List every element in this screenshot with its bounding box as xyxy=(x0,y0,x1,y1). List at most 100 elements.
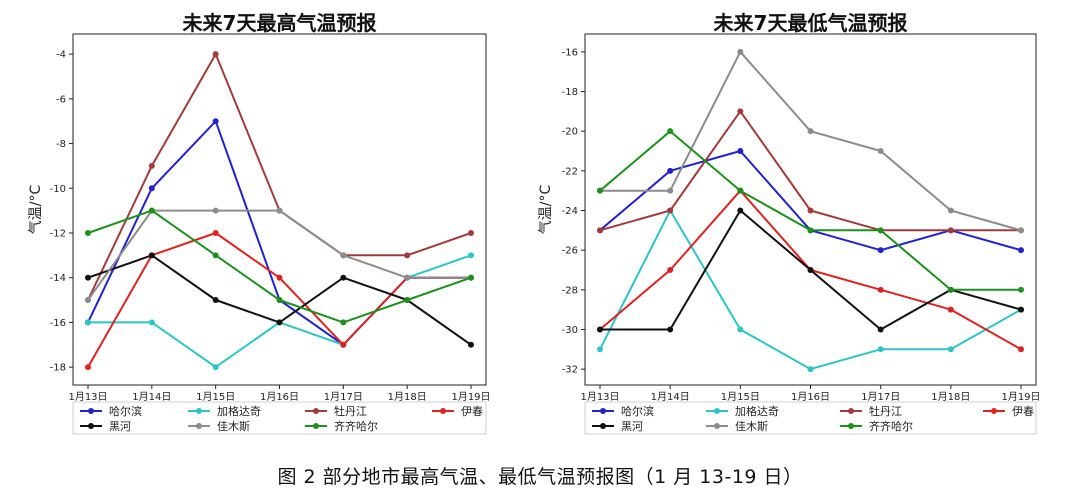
data-point xyxy=(877,227,884,234)
legend-marker xyxy=(600,423,606,429)
y-tick-label: -28 xyxy=(562,285,578,296)
y-axis-label: 气温/°C xyxy=(28,185,44,235)
data-point xyxy=(276,207,283,214)
data-point xyxy=(807,266,814,273)
data-point xyxy=(807,227,814,234)
data-point xyxy=(947,286,954,293)
series-line-佳木斯 xyxy=(600,50,1022,232)
data-point xyxy=(212,207,219,214)
y-tick-label: -12 xyxy=(50,228,66,239)
data-point xyxy=(877,286,884,293)
y-axis-label: 气温/°C xyxy=(538,185,554,235)
data-point xyxy=(1018,306,1024,313)
data-point xyxy=(737,48,744,55)
data-point xyxy=(667,266,674,273)
data-point xyxy=(85,319,91,326)
legend-label: 哈尔滨 xyxy=(109,404,142,418)
legend-marker xyxy=(714,408,720,414)
legend-label: 佳木斯 xyxy=(217,419,250,433)
x-tick-label: 1月15日 xyxy=(721,391,760,403)
data-point xyxy=(340,274,347,281)
legend-box xyxy=(72,401,487,435)
data-point xyxy=(468,229,474,236)
data-point xyxy=(212,252,219,259)
legend-label: 黑河 xyxy=(621,420,643,433)
data-point xyxy=(667,128,674,135)
data-point xyxy=(85,229,91,236)
y-tick-label: -26 xyxy=(562,246,578,257)
data-point xyxy=(807,207,814,214)
data-point xyxy=(404,252,411,259)
legend-marker xyxy=(848,423,854,429)
legend-marker xyxy=(196,423,202,429)
figure-caption: 图 2 部分地市最高气温、最低气温预报图（1 月 13-19 日） xyxy=(277,466,803,488)
y-tick-label: -18 xyxy=(562,87,578,98)
data-point xyxy=(667,167,674,174)
data-point xyxy=(737,148,744,154)
data-point xyxy=(148,162,155,169)
x-tick-label: 1月14日 xyxy=(651,391,690,403)
legend-box xyxy=(584,401,1037,435)
data-point xyxy=(212,229,219,236)
data-point xyxy=(667,326,674,333)
data-point xyxy=(1018,346,1024,353)
legend-label: 伊春 xyxy=(461,405,483,418)
chart-max-temp: 未来7天最高气温预报 -18 -16 -14 -12 -10 -8 -6 -4 1月13日 1月14… xyxy=(28,11,491,435)
legend-label: 牡丹江 xyxy=(869,404,902,418)
data-point xyxy=(737,108,744,115)
data-point xyxy=(1018,227,1024,234)
data-point xyxy=(148,207,155,214)
legend-marker xyxy=(600,408,606,414)
x-tick-label: 1月18日 xyxy=(388,391,427,403)
data-point xyxy=(597,326,603,333)
data-point xyxy=(468,252,474,259)
series-line-加格达奇 xyxy=(88,254,472,369)
data-point xyxy=(877,247,884,254)
legend-marker xyxy=(714,423,720,429)
y-tick-label: -24 xyxy=(562,206,578,217)
data-point xyxy=(276,297,283,304)
legend-label: 黑河 xyxy=(109,420,131,433)
x-tick-label: 1月16日 xyxy=(260,391,299,403)
data-point xyxy=(468,274,474,281)
data-point xyxy=(737,326,744,333)
data-point xyxy=(85,297,91,304)
data-point xyxy=(148,185,155,192)
legend-label: 伊春 xyxy=(1012,405,1034,418)
data-point xyxy=(85,364,91,371)
data-point xyxy=(947,227,954,234)
y-tick-label: -18 xyxy=(50,363,66,374)
data-point xyxy=(807,366,814,373)
data-point xyxy=(667,207,674,214)
legend-label: 佳木斯 xyxy=(735,419,768,433)
legend-marker xyxy=(440,408,446,414)
x-tick-label: 1月19日 xyxy=(451,391,490,403)
data-point xyxy=(807,128,814,135)
data-point xyxy=(737,207,744,214)
legend-marker xyxy=(313,423,319,429)
data-point xyxy=(148,252,155,259)
legend-marker xyxy=(196,408,202,414)
y-tick-label: -4 xyxy=(56,50,66,61)
legend-marker xyxy=(313,408,319,414)
y-tick-label: -30 xyxy=(562,325,578,336)
y-tick-label: -14 xyxy=(50,273,66,284)
legend-label: 加格达奇 xyxy=(735,404,779,418)
data-point xyxy=(468,341,474,348)
series-line-哈尔滨 xyxy=(599,150,1022,252)
data-point xyxy=(276,319,283,326)
series-line-牡丹江 xyxy=(87,53,472,301)
data-point xyxy=(737,187,744,194)
x-tick-label: 1月13日 xyxy=(580,391,619,403)
legend-marker xyxy=(88,408,94,414)
data-point xyxy=(404,274,411,281)
data-point xyxy=(212,297,219,304)
data-point xyxy=(340,319,347,326)
data-point xyxy=(1018,247,1024,254)
chart-title: 未来7天最高气温预报 xyxy=(183,11,377,35)
legend-label: 哈尔滨 xyxy=(621,404,654,418)
data-point xyxy=(212,51,219,58)
data-point xyxy=(947,346,954,353)
series-line-哈尔滨 xyxy=(87,120,471,346)
